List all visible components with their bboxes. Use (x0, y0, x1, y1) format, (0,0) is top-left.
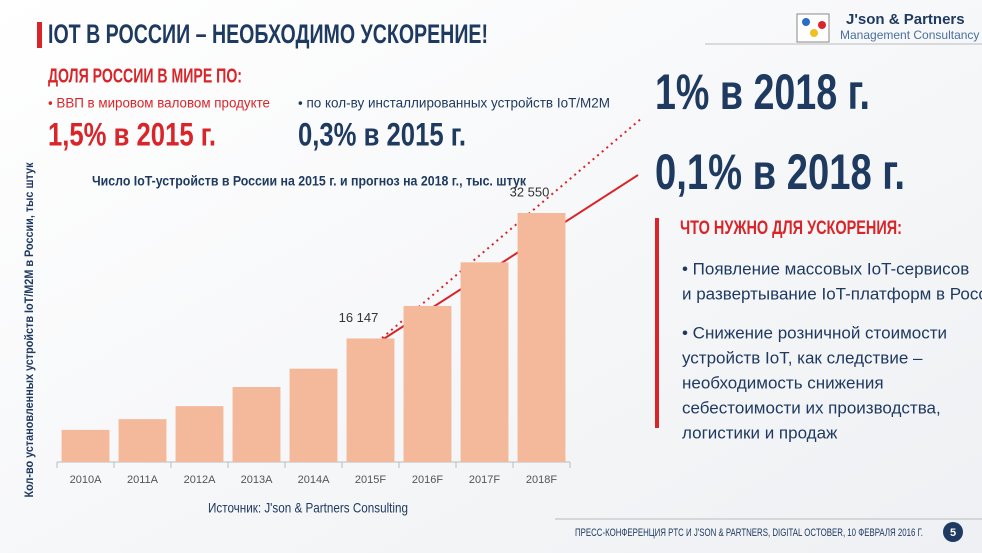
logo-sub: Management Consultancy (840, 28, 979, 42)
needs-item: себестоимости их производства, (682, 398, 941, 417)
x-tick-label: 2012A (184, 474, 216, 486)
chart-title: Число IoT-устройств в России на 2015 г. … (92, 173, 527, 189)
logo-dot (810, 29, 818, 37)
bar (118, 419, 167, 462)
slide-title: IOT В РОССИИ – НЕОБХОДИМО УСКОРЕНИЕ! (48, 19, 488, 49)
share-forecast: 1% в 2018 г. (655, 64, 870, 120)
needs-item: устройств IoT, как следствие – (682, 348, 923, 367)
bar (346, 338, 395, 462)
needs-accent (655, 218, 659, 428)
value-label: 32 550 (510, 184, 550, 199)
y-axis-label: Кол-во установленных устройств IoT/M2M в… (22, 162, 36, 498)
bar (175, 406, 224, 462)
share-label: • по кол-ву инсталлированных устройств I… (298, 95, 610, 111)
logo-dot (802, 18, 810, 26)
needs-list: • Появление массовых IoT-сервисов и разве… (682, 259, 982, 442)
x-tick-label: 2014A (298, 474, 330, 486)
bar (460, 262, 509, 462)
x-tick-label: 2010A (70, 474, 102, 486)
needs-item: и развертывание IoT-платформ в России (682, 284, 982, 303)
x-tick-label: 2013A (241, 474, 273, 486)
x-tick-label: 2016F (412, 474, 443, 486)
needs-heading: ЧТО НУЖНО ДЛЯ УСКОРЕНИЯ: (680, 218, 902, 239)
x-tick-label: 2015F (355, 474, 386, 486)
bar (232, 387, 281, 462)
needs-item: необходимость снижения (682, 373, 884, 392)
logo-dot (818, 21, 826, 29)
share-value: 0,3% в 2015 г. (298, 116, 466, 152)
needs-item: • Появление массовых IoT-сервисов (682, 259, 969, 278)
page-number: 5 (950, 527, 956, 539)
plot: 2010A 2011A 2012A 2013A 2014A 2015F 16 147 2016… (56, 184, 571, 486)
bar (61, 429, 110, 462)
title-accent (37, 22, 42, 48)
bar (403, 305, 452, 462)
needs-item: логистики и продаж (682, 423, 838, 442)
x-tick-label: 2017F (469, 474, 500, 486)
share-forecast: 0,1% в 2018 г. (655, 144, 905, 200)
x-tick-label: 2011A (127, 474, 159, 486)
source: Источник: J'son & Partners Consulting (208, 500, 408, 516)
trend-dotted (381, 117, 643, 339)
value-label: 16 147 (339, 310, 379, 325)
bar (517, 213, 566, 462)
logo-name: J'son & Partners (846, 11, 965, 28)
share-label: • ВВП в мировом валовом продукте (48, 95, 270, 111)
share-heading: ДОЛЯ РОССИИ В МИРЕ ПО: (48, 65, 242, 87)
page-badge (943, 522, 963, 542)
x-tick-label: 2018F (526, 474, 557, 486)
share-value: 1,5% в 2015 г. (48, 116, 216, 152)
footer-text: ПРЕСС-КОНФЕРЕНЦИЯ PTC И J'SON & PARTNERS… (575, 527, 923, 539)
bar (289, 368, 338, 462)
needs-item: • Снижение розничной стоимости (682, 323, 947, 342)
